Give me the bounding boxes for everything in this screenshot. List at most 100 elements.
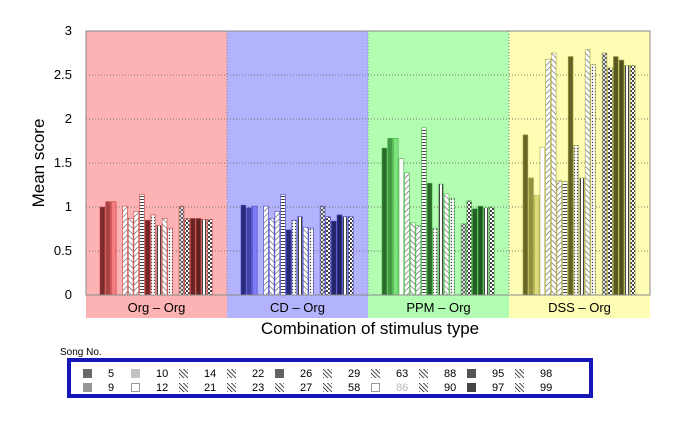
bar-10-group-0 bbox=[111, 201, 117, 296]
bar-88-group-0 bbox=[178, 205, 185, 296]
bar-23-group-1 bbox=[280, 194, 286, 296]
legend-label-29: 29 bbox=[348, 368, 361, 380]
bar-98-group-1 bbox=[342, 216, 348, 296]
legend-swatch-58 bbox=[323, 383, 332, 392]
category-band bbox=[368, 295, 509, 318]
bar-21-group-2 bbox=[409, 222, 416, 296]
bar-10-group-3 bbox=[533, 195, 540, 296]
bar-99-group-2 bbox=[489, 206, 495, 296]
legend-label-99: 99 bbox=[540, 382, 553, 394]
bar-98-group-0 bbox=[201, 219, 207, 296]
bar-95-group-0 bbox=[190, 218, 196, 296]
y-tick-label: 1 bbox=[65, 199, 72, 214]
legend-swatch-10 bbox=[131, 369, 140, 378]
bar-58-group-2 bbox=[443, 193, 450, 296]
legend-swatch-27 bbox=[275, 383, 284, 392]
bar-95-group-3 bbox=[613, 56, 619, 296]
bar-58-group-0 bbox=[161, 218, 168, 296]
y-axis-title: Mean score bbox=[29, 119, 48, 208]
bar-27-group-3 bbox=[573, 145, 579, 296]
bar-23-group-2 bbox=[421, 127, 427, 296]
bar-23-group-0 bbox=[139, 194, 145, 296]
bar-26-group-2 bbox=[426, 182, 433, 296]
category-band bbox=[509, 295, 650, 318]
legend-swatch-26 bbox=[275, 369, 284, 378]
legend-label-86: 86 bbox=[396, 382, 409, 394]
legend-swatch-98 bbox=[515, 369, 524, 378]
bar-97-group-3 bbox=[618, 59, 625, 296]
bar-88-group-3 bbox=[601, 52, 608, 296]
bar-98-group-2 bbox=[483, 207, 489, 296]
bar-5-group-1 bbox=[240, 204, 247, 296]
bar-88-group-2 bbox=[460, 223, 467, 296]
y-tick-label: 2.5 bbox=[54, 67, 72, 82]
legend-swatch-29 bbox=[323, 369, 332, 378]
legend-label-12: 12 bbox=[156, 382, 169, 394]
bar-29-group-3 bbox=[579, 177, 585, 296]
y-tick-label: 3 bbox=[65, 23, 72, 38]
category-label: PPM – Org bbox=[406, 300, 470, 315]
bar-9-group-1 bbox=[246, 207, 252, 296]
legend-label-23: 23 bbox=[252, 382, 265, 394]
legend-label-5: 5 bbox=[108, 368, 115, 380]
bar-63-group-0 bbox=[167, 227, 173, 296]
bar-21-group-1 bbox=[268, 218, 275, 296]
bar-29-group-0 bbox=[156, 225, 162, 296]
legend-swatch-86 bbox=[371, 383, 380, 392]
bar-90-group-1 bbox=[325, 216, 331, 296]
legend-swatch-14 bbox=[179, 369, 188, 378]
category-label: CD – Org bbox=[270, 300, 325, 315]
bar-5-group-3 bbox=[522, 134, 529, 296]
legend-label-63: 63 bbox=[396, 368, 409, 380]
category-band bbox=[86, 295, 227, 318]
legend-label-26: 26 bbox=[300, 368, 313, 380]
bar-63-group-3 bbox=[590, 64, 596, 296]
bar-5-group-0 bbox=[99, 206, 106, 296]
bar-97-group-2 bbox=[477, 205, 484, 296]
bar-90-group-0 bbox=[184, 218, 190, 296]
bar-21-group-0 bbox=[127, 218, 134, 296]
bar-14-group-1 bbox=[263, 205, 269, 296]
bar-26-group-3 bbox=[567, 56, 574, 296]
y-tick-label: 1.5 bbox=[54, 155, 72, 170]
bar-23-group-3 bbox=[562, 181, 568, 296]
bar-26-group-1 bbox=[285, 229, 292, 296]
bar-95-group-2 bbox=[472, 208, 478, 296]
legend-swatch-21 bbox=[179, 383, 188, 392]
bar-9-group-2 bbox=[387, 138, 393, 296]
bar-22-group-1 bbox=[274, 211, 281, 296]
legend-swatch-99 bbox=[515, 383, 524, 392]
bar-97-group-1 bbox=[336, 214, 343, 296]
legend-label-27: 27 bbox=[300, 382, 313, 394]
legend-label-21: 21 bbox=[204, 382, 217, 394]
bar-12-group-2 bbox=[398, 158, 405, 296]
bar-27-group-2 bbox=[432, 227, 439, 296]
legend-label-88: 88 bbox=[444, 368, 457, 380]
legend-label-58: 58 bbox=[348, 382, 361, 394]
bar-99-group-0 bbox=[207, 219, 213, 296]
bar-98-group-3 bbox=[624, 65, 630, 296]
bar-22-group-3 bbox=[556, 180, 563, 296]
legend-swatch-90 bbox=[419, 383, 428, 392]
category-label: DSS – Org bbox=[548, 300, 611, 315]
legend-swatch-9 bbox=[83, 383, 92, 392]
bar-88-group-1 bbox=[319, 205, 326, 296]
bar-10-group-2 bbox=[392, 138, 399, 296]
legend-label-14: 14 bbox=[204, 368, 217, 380]
category-label: Org – Org bbox=[128, 300, 186, 315]
bar-14-group-0 bbox=[122, 205, 128, 296]
legend-label-22: 22 bbox=[252, 368, 265, 380]
bar-21-group-3 bbox=[550, 52, 557, 296]
bar-90-group-2 bbox=[466, 200, 472, 296]
plot-frame bbox=[85, 30, 651, 296]
bar-9-group-0 bbox=[105, 201, 111, 296]
bar-58-group-1 bbox=[302, 226, 309, 296]
y-tick-label: 2 bbox=[65, 111, 72, 126]
legend-swatch-63 bbox=[371, 369, 380, 378]
bar-14-group-3 bbox=[545, 58, 551, 296]
legend-title: Song No. bbox=[60, 347, 102, 358]
bar-chart: 0 0.5 1 1.5 2 2.5 3 Org – Org CD – Org PPM – Org… bbox=[29, 23, 651, 338]
legend-swatch-88 bbox=[419, 369, 428, 378]
legend-label-95: 95 bbox=[492, 368, 505, 380]
bar-63-group-1 bbox=[308, 227, 314, 296]
